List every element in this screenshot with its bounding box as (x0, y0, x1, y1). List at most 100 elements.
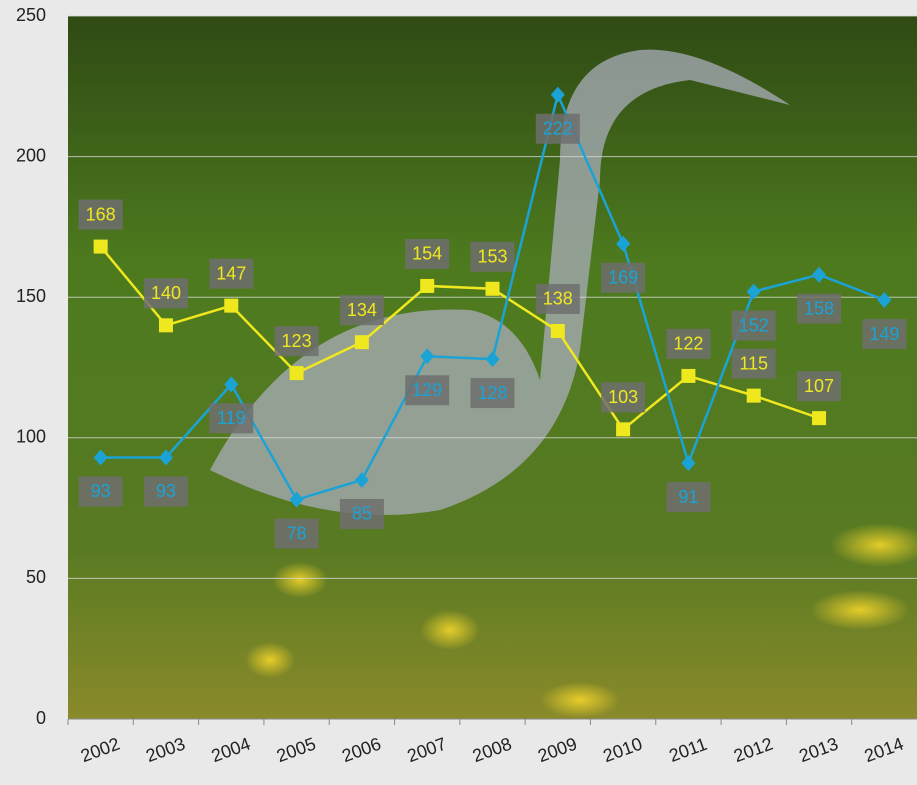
value-label-box (601, 382, 646, 413)
point (224, 376, 239, 393)
value-label-box (797, 293, 842, 324)
value-label-box (470, 378, 515, 409)
point (158, 318, 173, 333)
point (550, 86, 565, 103)
point (420, 278, 435, 293)
value-label-box (274, 518, 319, 549)
y-tick-label: 250 (16, 5, 46, 25)
value-label: 140 (151, 283, 181, 303)
x-tick-label: 2003 (143, 734, 187, 766)
value-label: 93 (91, 481, 111, 501)
point (158, 449, 173, 466)
value-label-box (731, 310, 776, 341)
point (746, 283, 761, 300)
value-label: 119 (217, 408, 246, 428)
grid (67, 15, 917, 725)
x-tick-label: 2013 (796, 734, 840, 766)
value-label-box (535, 283, 580, 314)
x-tick-label: 2011 (666, 734, 709, 766)
value-label-box (143, 476, 188, 507)
point (681, 368, 696, 383)
value-label-box (339, 498, 384, 529)
point (289, 491, 304, 508)
value-label: 169 (608, 268, 638, 288)
value-label: 85 (352, 504, 372, 524)
value-label-box (78, 199, 123, 230)
value-label: 91 (678, 487, 698, 507)
point (485, 351, 500, 368)
value-label: 128 (477, 383, 507, 403)
value-label-box (666, 328, 711, 359)
x-tick-label: 2002 (78, 734, 122, 766)
x-tick-label: 2014 (862, 734, 906, 766)
value-label: 107 (804, 376, 834, 396)
x-tick-label: 2012 (731, 734, 775, 766)
value-label: 222 (543, 118, 573, 138)
value-label: 93 (156, 481, 176, 501)
x-tick-label: 2008 (470, 734, 514, 766)
value-label: 115 (739, 353, 768, 373)
point (812, 411, 827, 426)
point (93, 449, 108, 466)
value-label-box (731, 348, 776, 379)
x-tick-label: 2004 (209, 734, 253, 766)
point (420, 348, 435, 365)
point (93, 239, 108, 254)
value-label-box (601, 262, 646, 293)
point (812, 266, 827, 283)
value-label: 138 (543, 289, 573, 309)
point (877, 292, 892, 309)
x-tick-label: 2005 (274, 734, 318, 766)
value-label-box (405, 238, 450, 269)
value-label-box (143, 278, 188, 309)
point (550, 323, 565, 338)
value-label-box (797, 371, 842, 402)
x-tick-label: 2007 (405, 734, 449, 766)
value-label: 122 (673, 334, 703, 354)
y-tick-label: 200 (16, 145, 46, 165)
y-tick-label: 0 (36, 708, 46, 728)
value-label-box (666, 482, 711, 513)
x-tick-label: 2006 (339, 734, 383, 766)
value-label: 103 (608, 387, 638, 407)
y-tick-label: 150 (16, 286, 46, 306)
value-label: 154 (412, 244, 442, 264)
value-label: 158 (804, 298, 834, 318)
y-tick-label: 100 (16, 427, 46, 447)
value-label: 134 (347, 300, 377, 320)
value-label-box (209, 403, 254, 434)
value-label: 147 (216, 263, 246, 283)
plot-background (68, 16, 917, 719)
value-label: 123 (282, 331, 312, 351)
value-label-box (405, 375, 450, 406)
value-label-box (535, 113, 580, 144)
point (224, 298, 239, 313)
value-label: 168 (86, 204, 116, 224)
point (746, 388, 761, 403)
value-label: 152 (739, 315, 769, 335)
series-layer: 168 140 147 123 134 154 153 138 103 122 115 107 93 93… (78, 86, 907, 549)
value-label-box (470, 241, 515, 272)
value-label-box (274, 326, 319, 357)
point (354, 471, 369, 488)
point (681, 455, 696, 472)
value-label: 149 (869, 324, 899, 344)
point (616, 422, 631, 437)
value-label: 129 (412, 380, 442, 400)
value-label: 78 (287, 523, 307, 543)
y-tick-label: 50 (26, 567, 46, 587)
x-tick-label: 2010 (600, 734, 644, 766)
point (485, 281, 500, 296)
value-label-box (78, 476, 123, 507)
point (616, 235, 631, 252)
value-label: 153 (477, 247, 507, 267)
value-label-box (209, 258, 254, 289)
point (289, 366, 304, 381)
x-tick-label: 2009 (535, 734, 579, 766)
value-label-box (862, 319, 907, 350)
series-line (99, 245, 820, 432)
value-label-box (339, 295, 384, 326)
point (354, 335, 369, 350)
